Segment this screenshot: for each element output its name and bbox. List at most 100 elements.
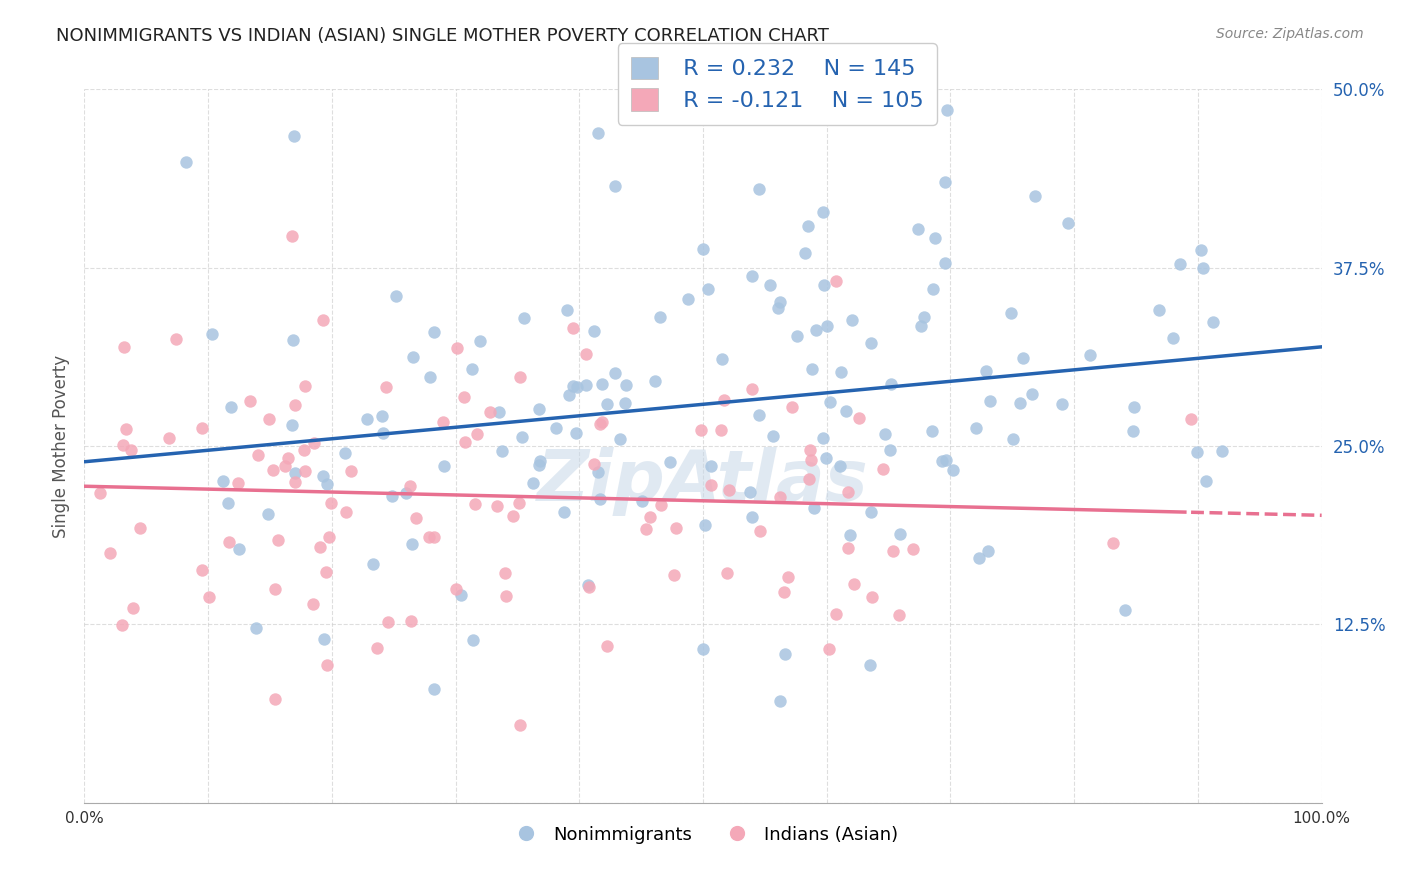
Nonimmigrants [815,319,838,334]
Nonimmigrants [762,429,785,443]
Nonimmigrants [381,489,404,503]
Nonimmigrants [1122,424,1144,438]
Nonimmigrants [419,370,441,384]
Nonimmigrants [228,542,250,557]
Indians (Asian) [444,582,467,596]
Nonimmigrants [371,409,394,424]
Indians (Asian) [740,382,762,396]
Nonimmigrants [738,484,761,499]
Indians (Asian) [495,590,517,604]
Nonimmigrants [432,458,454,473]
Nonimmigrants [613,396,636,410]
Nonimmigrants [697,282,720,296]
Nonimmigrants [813,431,835,445]
Indians (Asian) [377,615,399,629]
Nonimmigrants [1195,474,1218,488]
Indians (Asian) [495,566,517,580]
Indians (Asian) [129,521,152,535]
Indians (Asian) [664,567,686,582]
Nonimmigrants [828,458,851,473]
Indians (Asian) [872,461,894,475]
Indians (Asian) [716,566,738,580]
Nonimmigrants [616,378,638,392]
Indians (Asian) [418,530,440,544]
Nonimmigrants [281,333,304,347]
Nonimmigrants [921,424,943,438]
Indians (Asian) [218,535,240,549]
Nonimmigrants [711,351,734,366]
Nonimmigrants [201,327,224,342]
Nonimmigrants [692,642,714,657]
Nonimmigrants [562,379,585,393]
Indians (Asian) [401,614,423,628]
Y-axis label: Single Mother Poverty: Single Mother Poverty [52,354,70,538]
Nonimmigrants [931,454,953,468]
Indians (Asian) [582,457,605,471]
Indians (Asian) [1180,412,1202,426]
Indians (Asian) [901,541,924,556]
Nonimmigrants [609,432,631,446]
Nonimmigrants [219,400,242,414]
Indians (Asian) [780,400,803,414]
Nonimmigrants [907,222,929,236]
Nonimmigrants [256,508,278,522]
Legend: Nonimmigrants, Indians (Asian): Nonimmigrants, Indians (Asian) [501,819,905,851]
Indians (Asian) [315,658,337,673]
Indians (Asian) [264,691,287,706]
Nonimmigrants [470,334,492,348]
Nonimmigrants [692,242,714,256]
Nonimmigrants [813,277,835,292]
Nonimmigrants [450,588,472,602]
Indians (Asian) [111,618,134,632]
Indians (Asian) [112,340,135,354]
Nonimmigrants [564,426,586,441]
Indians (Asian) [374,379,396,393]
Indians (Asian) [650,498,672,512]
Indians (Asian) [315,565,337,579]
Nonimmigrants [217,495,239,509]
Nonimmigrants [748,182,770,196]
Nonimmigrants [283,128,305,143]
Indians (Asian) [281,229,304,244]
Nonimmigrants [700,459,723,474]
Indians (Asian) [589,417,612,431]
Nonimmigrants [589,491,612,506]
Nonimmigrants [941,463,963,477]
Nonimmigrants [333,446,356,460]
Nonimmigrants [596,397,619,411]
Indians (Asian) [887,607,910,622]
Nonimmigrants [588,126,610,140]
Indians (Asian) [837,485,859,500]
Indians (Asian) [294,464,316,478]
Indians (Asian) [825,274,848,288]
Nonimmigrants [603,179,626,194]
Nonimmigrants [1161,331,1184,345]
Nonimmigrants [546,421,568,435]
Indians (Asian) [423,531,446,545]
Nonimmigrants [1114,603,1136,617]
Nonimmigrants [567,380,589,394]
Indians (Asian) [302,436,325,450]
Nonimmigrants [1185,445,1208,459]
Indians (Asian) [818,641,841,656]
Nonimmigrants [461,632,484,647]
Indians (Asian) [266,533,288,548]
Nonimmigrants [316,477,339,491]
Indians (Asian) [274,458,297,473]
Indians (Asian) [717,483,740,497]
Nonimmigrants [527,402,550,417]
Text: NONIMMIGRANTS VS INDIAN (ASIAN) SINGLE MOTHER POVERTY CORRELATION CHART: NONIMMIGRANTS VS INDIAN (ASIAN) SINGLE M… [56,27,830,45]
Nonimmigrants [935,103,957,117]
Nonimmigrants [557,302,579,317]
Indians (Asian) [292,442,315,457]
Indians (Asian) [120,442,142,457]
Nonimmigrants [880,376,903,391]
Nonimmigrants [922,282,945,296]
Nonimmigrants [522,475,544,490]
Nonimmigrants [859,658,882,673]
Nonimmigrants [1189,243,1212,257]
Indians (Asian) [578,580,600,594]
Indians (Asian) [837,541,859,556]
Nonimmigrants [586,465,609,479]
Nonimmigrants [558,387,581,401]
